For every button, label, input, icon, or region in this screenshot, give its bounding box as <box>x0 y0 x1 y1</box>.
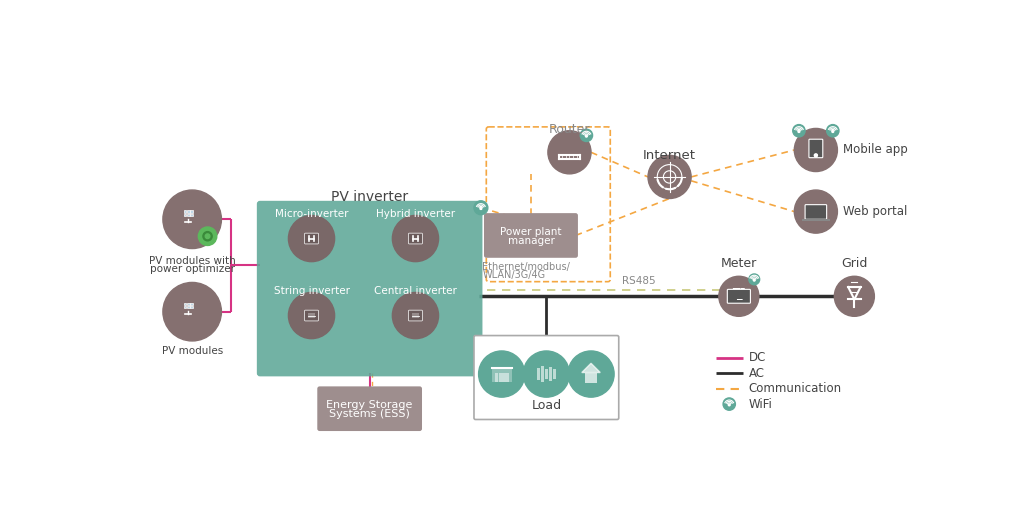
Bar <box>545 369 548 379</box>
Circle shape <box>392 216 438 262</box>
Circle shape <box>163 190 221 248</box>
Bar <box>802 219 829 221</box>
Circle shape <box>831 131 834 133</box>
Circle shape <box>798 131 800 133</box>
Text: Ethernet/modbus/: Ethernet/modbus/ <box>482 262 570 272</box>
Bar <box>541 367 544 382</box>
Bar <box>553 370 556 379</box>
FancyBboxPatch shape <box>317 387 422 431</box>
Bar <box>413 313 419 318</box>
Bar <box>492 368 512 382</box>
Circle shape <box>205 234 210 239</box>
Circle shape <box>480 207 482 209</box>
Text: WLAN/3G/4G: WLAN/3G/4G <box>482 270 546 280</box>
Text: String inverter: String inverter <box>273 286 349 296</box>
Text: Router: Router <box>549 123 590 136</box>
Bar <box>184 214 186 216</box>
FancyBboxPatch shape <box>805 205 826 219</box>
FancyBboxPatch shape <box>409 310 422 321</box>
Bar <box>184 306 186 308</box>
Text: RS485: RS485 <box>622 275 655 286</box>
Bar <box>190 210 193 213</box>
Bar <box>549 367 552 381</box>
Text: DC: DC <box>749 351 766 365</box>
Text: PV modules: PV modules <box>162 346 223 356</box>
Bar <box>190 306 193 308</box>
Circle shape <box>289 292 335 338</box>
Bar <box>538 368 541 380</box>
Text: Hybrid inverter: Hybrid inverter <box>376 209 455 219</box>
FancyBboxPatch shape <box>257 201 482 376</box>
FancyBboxPatch shape <box>484 213 578 258</box>
Polygon shape <box>582 364 600 373</box>
Circle shape <box>749 274 760 285</box>
Bar <box>308 313 314 318</box>
Circle shape <box>392 292 438 338</box>
Circle shape <box>203 231 212 241</box>
Circle shape <box>754 279 755 281</box>
Text: Mobile app: Mobile app <box>843 143 907 157</box>
Text: PV modules with: PV modules with <box>148 256 236 266</box>
Circle shape <box>478 351 524 397</box>
Text: AC: AC <box>749 367 765 380</box>
Circle shape <box>474 201 487 215</box>
Circle shape <box>826 124 839 137</box>
Circle shape <box>728 404 730 406</box>
Bar <box>187 303 189 305</box>
Bar <box>184 210 186 213</box>
FancyBboxPatch shape <box>727 289 751 303</box>
Text: manager: manager <box>508 236 554 246</box>
Circle shape <box>199 227 217 245</box>
Text: Energy Storage: Energy Storage <box>327 400 413 410</box>
Circle shape <box>723 398 735 410</box>
Text: Meter: Meter <box>721 257 757 270</box>
Bar <box>187 210 189 213</box>
Circle shape <box>586 135 588 137</box>
Text: PV inverter: PV inverter <box>331 190 409 204</box>
Text: power optimizer: power optimizer <box>150 264 234 274</box>
FancyBboxPatch shape <box>474 335 618 419</box>
Circle shape <box>835 276 874 316</box>
Circle shape <box>523 351 569 397</box>
Circle shape <box>289 216 335 262</box>
Text: Systems (ESS): Systems (ESS) <box>329 410 410 419</box>
Bar <box>506 373 509 382</box>
Text: ━━: ━━ <box>735 297 742 303</box>
Text: Internet: Internet <box>643 149 696 162</box>
Text: Power plant: Power plant <box>500 227 562 237</box>
Text: WiFi: WiFi <box>749 398 773 411</box>
Text: ━━━: ━━━ <box>732 286 745 292</box>
Circle shape <box>795 190 838 233</box>
Bar <box>187 306 189 308</box>
Text: Central inverter: Central inverter <box>374 286 457 296</box>
Circle shape <box>795 129 838 172</box>
FancyBboxPatch shape <box>809 139 823 158</box>
FancyBboxPatch shape <box>304 233 318 244</box>
Text: Web portal: Web portal <box>843 205 907 218</box>
Bar <box>184 303 186 305</box>
Text: Load: Load <box>531 399 561 412</box>
Bar <box>499 373 502 382</box>
Circle shape <box>719 276 759 316</box>
Bar <box>190 214 193 216</box>
Circle shape <box>548 131 591 174</box>
Bar <box>503 373 506 382</box>
Circle shape <box>793 124 805 137</box>
Bar <box>187 214 189 216</box>
FancyBboxPatch shape <box>304 310 318 321</box>
Bar <box>495 373 498 382</box>
Bar <box>585 373 597 383</box>
Circle shape <box>648 155 691 199</box>
Circle shape <box>814 154 817 157</box>
Circle shape <box>568 351 614 397</box>
Text: Grid: Grid <box>841 257 867 270</box>
Circle shape <box>581 129 593 141</box>
Text: Communication: Communication <box>749 382 842 395</box>
Circle shape <box>163 283 221 341</box>
FancyBboxPatch shape <box>409 233 422 244</box>
Bar <box>190 303 193 305</box>
Text: Micro-inverter: Micro-inverter <box>274 209 348 219</box>
